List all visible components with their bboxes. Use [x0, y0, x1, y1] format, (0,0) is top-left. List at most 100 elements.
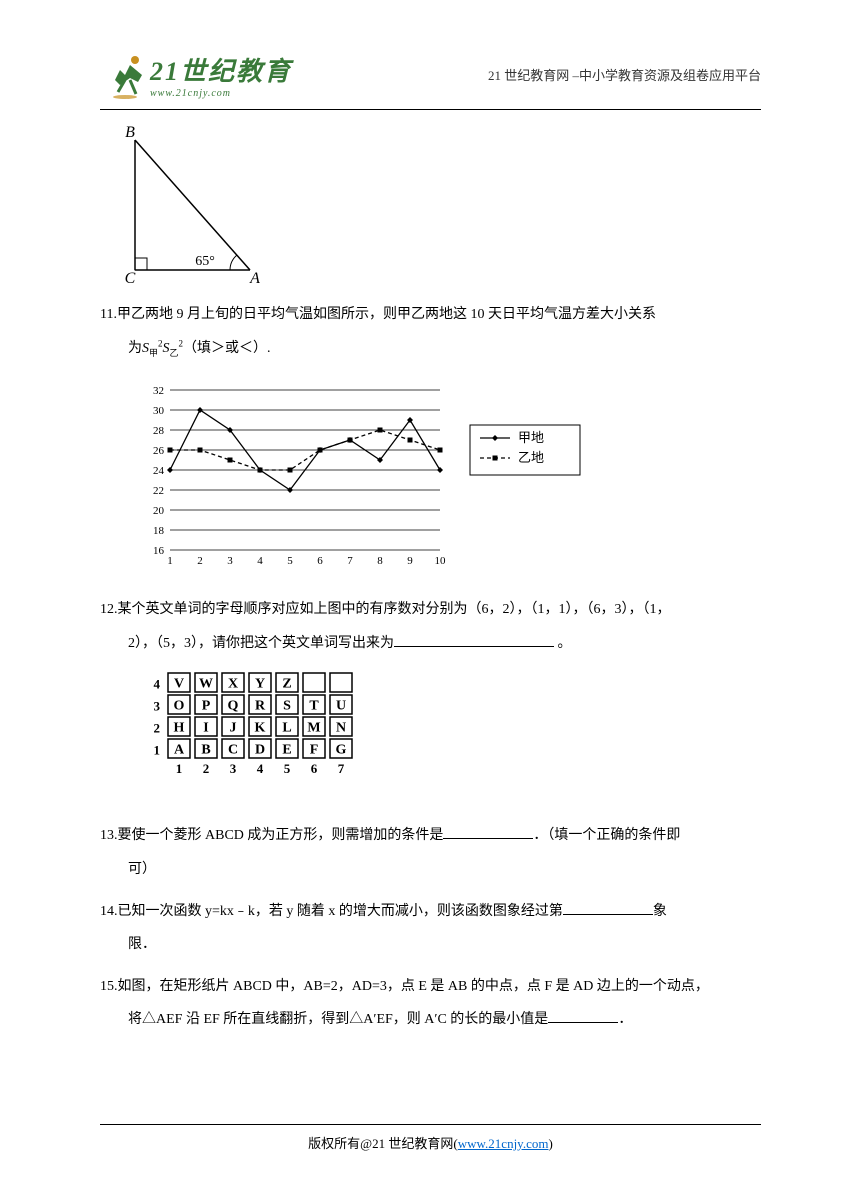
svg-text:R: R [255, 699, 266, 714]
logo-area: 21世纪教育 www.21cnjy.com [100, 50, 292, 100]
svg-text:C: C [125, 270, 136, 285]
page-footer: 版权所有@21 世纪教育网(www.21cnjy.com) [100, 1124, 761, 1152]
q14-text-1-suffix: 象 [653, 904, 667, 919]
svg-text:10: 10 [435, 555, 447, 567]
footer-suffix: ) [548, 1136, 552, 1151]
footer-prefix: 版权所有@21 世纪教育网( [308, 1136, 458, 1151]
q13-text-1-prefix: 要使一个菱形 ABCD 成为正方形，则需增加的条件是 [118, 828, 444, 843]
svg-text:7: 7 [338, 761, 345, 776]
q15-text-2-prefix: 将△AEF 沿 EF 所在直线翻折，得到△A′EF，则 A′C 的长的最小值是 [128, 1012, 548, 1027]
svg-text:2: 2 [203, 761, 210, 776]
q14-text-1-prefix: 已知一次函数 y=kx﹣k，若 y 随着 x 的增大而减小，则该函数图象经过第 [118, 904, 563, 919]
svg-text:26: 26 [153, 445, 165, 457]
svg-text:1: 1 [176, 761, 183, 776]
svg-text:3: 3 [227, 555, 233, 567]
q11-text-2-prefix: 为 [128, 341, 142, 356]
q15-text-2-suffix: ． [618, 1012, 632, 1027]
svg-text:I: I [203, 721, 208, 736]
logo-runner-icon [100, 50, 150, 100]
q14-blank [563, 901, 653, 915]
header-right-text: 21 世纪教育网 –中小学教育资源及组卷应用平台 [488, 65, 761, 84]
svg-text:20: 20 [153, 505, 165, 517]
svg-text:18: 18 [153, 525, 165, 537]
q11-text-1: 甲乙两地 9 月上旬的日平均气温如图所示，则甲乙两地这 10 天日平均气温方差大… [117, 307, 656, 322]
question-15: 15.如图，在矩形纸片 ABCD 中，AB=2，AD=3，点 E 是 AB 的中… [100, 970, 761, 1037]
question-12: 12.某个英文单词的字母顺序对应如上图中的有序数对分别为（6，2），（1，1），… [100, 593, 761, 660]
svg-text:甲地: 甲地 [518, 430, 544, 445]
svg-text:3: 3 [230, 761, 237, 776]
svg-text:A: A [174, 743, 185, 758]
triangle-figure: B C A 65° [110, 125, 280, 285]
q15-blank [548, 1009, 618, 1023]
question-11: 11.甲乙两地 9 月上旬的日平均气温如图所示，则甲乙两地这 10 天日平均气温… [100, 298, 761, 365]
svg-text:4: 4 [257, 761, 264, 776]
q12-number: 12. [100, 602, 118, 617]
svg-text:2: 2 [197, 555, 203, 567]
svg-text:8: 8 [377, 555, 383, 567]
question-14: 14.已知一次函数 y=kx﹣k，若 y 随着 x 的增大而减小，则该函数图象经… [100, 895, 761, 962]
svg-text:5: 5 [284, 761, 291, 776]
q12-text-2-suffix: 。 [554, 636, 572, 651]
svg-text:X: X [228, 677, 238, 692]
q13-text-2: 可） [128, 862, 156, 877]
temperature-line-chart: 16182022242628303212345678910甲地乙地 [130, 380, 630, 570]
svg-text:3: 3 [154, 699, 161, 714]
q13-blank [443, 825, 533, 839]
q12-text-1: 某个英文单词的字母顺序对应如上图中的有序数对分别为（6，2），（1，1），（6，… [118, 602, 671, 617]
q14-number: 14. [100, 904, 118, 919]
svg-text:乙地: 乙地 [518, 450, 544, 465]
svg-text:24: 24 [153, 465, 165, 477]
logo-url-text: www.21cnjy.com [150, 88, 292, 99]
svg-text:G: G [336, 743, 347, 758]
question-13: 13.要使一个菱形 ABCD 成为正方形，则需增加的条件是 ．（填一个正确的条件即… [100, 819, 761, 886]
svg-text:N: N [336, 721, 346, 736]
svg-text:7: 7 [347, 555, 353, 567]
q15-number: 15. [100, 979, 118, 994]
svg-text:M: M [307, 721, 320, 736]
svg-text:22: 22 [153, 485, 164, 497]
svg-text:V: V [174, 677, 184, 692]
content-area: B C A 65° 11.甲乙两地 9 月上旬的日平均气温如图所示，则甲乙两地这… [100, 125, 761, 1037]
svg-text:Y: Y [255, 677, 265, 692]
svg-text:L: L [282, 721, 291, 736]
footer-link[interactable]: www.21cnjy.com [458, 1136, 549, 1151]
q11-number: 11. [100, 307, 117, 322]
svg-text:E: E [282, 743, 291, 758]
svg-text:F: F [310, 743, 319, 758]
svg-text:S: S [283, 699, 291, 714]
q15-text-1: 如图，在矩形纸片 ABCD 中，AB=2，AD=3，点 E 是 AB 的中点，点… [118, 979, 709, 994]
q11-text-2-suffix: （填＞或＜）. [183, 341, 271, 356]
q13-text-1-suffix: ．（填一个正确的条件即 [533, 828, 680, 843]
svg-text:K: K [255, 721, 266, 736]
svg-text:W: W [199, 677, 213, 692]
svg-text:9: 9 [407, 555, 413, 567]
svg-text:1: 1 [154, 743, 161, 758]
svg-text:2: 2 [154, 721, 161, 736]
svg-text:6: 6 [311, 761, 318, 776]
svg-text:1: 1 [167, 555, 173, 567]
svg-text:U: U [336, 699, 346, 714]
letter-grid-figure: 4VWXYZ3OPQRSTU2HIJKLMN1ABCDEFG1234567 [148, 668, 378, 798]
svg-text:Q: Q [228, 699, 239, 714]
svg-text:J: J [230, 721, 237, 736]
q12-text-2-prefix: 2），（5，3），请你把这个英文单词写出来为 [128, 636, 394, 651]
svg-text:6: 6 [317, 555, 323, 567]
svg-text:Z: Z [282, 677, 291, 692]
svg-text:5: 5 [287, 555, 293, 567]
q14-text-2: 限． [128, 937, 156, 952]
svg-text:O: O [174, 699, 185, 714]
svg-text:28: 28 [153, 425, 165, 437]
page-header: 21世纪教育 www.21cnjy.com 21 世纪教育网 –中小学教育资源及… [100, 40, 761, 110]
svg-text:30: 30 [153, 405, 165, 417]
svg-text:T: T [309, 699, 319, 714]
svg-text:4: 4 [257, 555, 263, 567]
svg-text:H: H [174, 721, 185, 736]
q13-number: 13. [100, 828, 118, 843]
svg-text:D: D [255, 743, 265, 758]
logo-main-text: 21世纪教育 [150, 51, 292, 88]
svg-text:C: C [228, 743, 238, 758]
q12-blank [394, 633, 554, 647]
svg-text:16: 16 [153, 545, 165, 557]
svg-text:P: P [202, 699, 211, 714]
variance-formula: S甲2S乙2 [142, 332, 183, 366]
